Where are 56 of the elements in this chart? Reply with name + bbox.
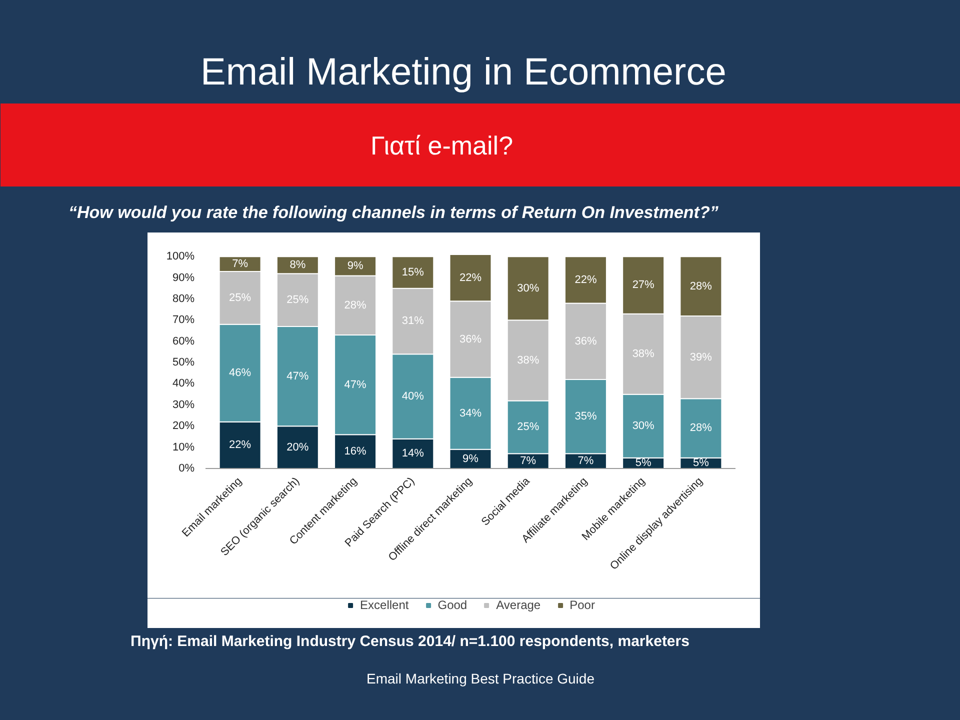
legend-label: Excellent bbox=[360, 598, 409, 612]
data-label: 5% bbox=[635, 457, 652, 470]
data-label: 7% bbox=[520, 455, 536, 468]
y-tick-label: 10% bbox=[172, 441, 195, 454]
text: Πηγή: Email Marketing Industry Census 2014/ n=1.100 respondents, marketers bbox=[130, 633, 690, 650]
data-label: 40% bbox=[402, 390, 424, 402]
data-label: 8% bbox=[290, 259, 306, 272]
data-label: 16% bbox=[344, 446, 367, 458]
data-label: 39% bbox=[690, 351, 712, 364]
y-tick-label: 100% bbox=[166, 250, 195, 263]
data-label: 20% bbox=[286, 441, 309, 454]
data-label: 34% bbox=[459, 407, 482, 420]
data-label: 15% bbox=[402, 266, 424, 279]
y-tick-label: 30% bbox=[172, 398, 195, 411]
data-label: 7% bbox=[578, 455, 594, 468]
data-label: 47% bbox=[344, 378, 367, 391]
data-label: 25% bbox=[229, 292, 252, 304]
data-label: 46% bbox=[229, 367, 252, 380]
data-label: 30% bbox=[517, 282, 540, 294]
data-label: 28% bbox=[690, 280, 712, 292]
data-label: 36% bbox=[574, 335, 597, 348]
y-tick-label: 60% bbox=[172, 335, 195, 348]
chart-title: Email Marketing in Ecommerce bbox=[200, 52, 726, 94]
data-label: 31% bbox=[402, 315, 424, 328]
data-label: 22% bbox=[574, 274, 597, 286]
data-label: 36% bbox=[459, 333, 482, 346]
y-tick-label: 40% bbox=[172, 378, 195, 390]
y-tick-label: 50% bbox=[172, 356, 195, 369]
data-label: 14% bbox=[402, 448, 424, 460]
data-label: 27% bbox=[632, 279, 655, 292]
text: Email Marketing Best Practice Guide bbox=[366, 670, 595, 686]
data-label: 38% bbox=[517, 354, 540, 366]
legend-label: Good bbox=[438, 598, 468, 612]
text: “How would you rate the following channels in terms of Return On Investment?” bbox=[68, 203, 719, 222]
y-tick-label: 0% bbox=[178, 462, 195, 474]
y-tick-label: 70% bbox=[172, 314, 195, 326]
data-label: 25% bbox=[286, 294, 309, 306]
data-label: 9% bbox=[462, 452, 479, 465]
data-label: 9% bbox=[347, 260, 364, 272]
data-label: 7% bbox=[232, 258, 248, 270]
chart-subtitle: Γιατί e-mail? bbox=[370, 130, 514, 160]
data-label: 25% bbox=[517, 421, 540, 434]
y-tick-label: 80% bbox=[172, 292, 195, 305]
legend-label: Poor bbox=[570, 598, 595, 612]
data-label: 38% bbox=[632, 348, 655, 360]
legend-label: Average bbox=[496, 598, 541, 612]
data-label: 30% bbox=[632, 420, 655, 432]
y-tick-label: 20% bbox=[172, 420, 195, 432]
data-label: 28% bbox=[344, 299, 367, 312]
y-tick-label: 90% bbox=[172, 272, 195, 284]
data-label: 22% bbox=[229, 439, 252, 452]
data-label: 47% bbox=[286, 370, 309, 382]
data-label: 22% bbox=[459, 272, 482, 284]
data-label: 35% bbox=[574, 410, 597, 423]
data-label: 5% bbox=[692, 457, 710, 470]
data-label: 28% bbox=[690, 422, 712, 434]
